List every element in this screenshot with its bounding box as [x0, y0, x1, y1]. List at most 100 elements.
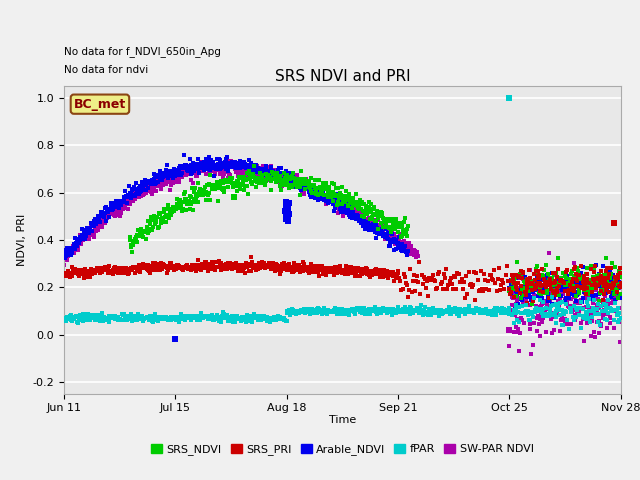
Point [177, 264, 188, 271]
Point [597, 287, 607, 294]
Point [554, 274, 564, 282]
Point [388, 238, 398, 246]
Point [166, 211, 176, 218]
Point [149, 213, 159, 220]
Point [112, 203, 122, 211]
Point [278, 314, 288, 322]
Point [525, 325, 535, 333]
Point [163, 175, 173, 182]
Point [499, 307, 509, 314]
Point [560, 287, 570, 295]
Point [67, 251, 77, 258]
Point [549, 287, 559, 295]
Point [206, 180, 216, 188]
Point [387, 312, 397, 319]
Point [312, 266, 323, 274]
Point [542, 311, 552, 318]
Point [209, 181, 219, 189]
Point [76, 240, 86, 247]
Point [108, 199, 118, 207]
Point [180, 188, 190, 195]
Point [548, 289, 559, 297]
Point [607, 284, 617, 291]
Point [59, 314, 69, 322]
Point [92, 215, 102, 223]
Point [134, 186, 145, 193]
Point [329, 197, 339, 204]
Point [381, 268, 392, 276]
Point [125, 313, 136, 321]
Point [219, 188, 229, 195]
Point [607, 259, 617, 267]
Point [171, 265, 181, 273]
Point [292, 183, 303, 191]
Point [506, 310, 516, 318]
Point [208, 316, 218, 324]
Point [477, 286, 487, 293]
Point [161, 262, 171, 270]
Point [196, 164, 206, 172]
Point [233, 181, 243, 189]
Point [367, 217, 377, 225]
Point [395, 233, 405, 240]
Point [541, 288, 552, 295]
Point [552, 285, 562, 292]
Point [76, 316, 86, 324]
Point [230, 318, 241, 325]
Point [376, 225, 387, 232]
Point [159, 313, 170, 321]
Point [367, 216, 378, 224]
Point [533, 278, 543, 286]
Point [403, 242, 413, 250]
Point [87, 228, 97, 235]
Point [343, 209, 353, 216]
Point [355, 213, 365, 221]
Point [111, 264, 121, 272]
Point [68, 313, 78, 321]
Point [495, 305, 505, 312]
Point [287, 180, 297, 188]
Point [113, 206, 124, 214]
Point [537, 288, 547, 296]
Point [154, 315, 164, 323]
Point [330, 271, 340, 278]
Point [338, 212, 348, 219]
Point [91, 313, 101, 321]
Point [164, 314, 174, 322]
Point [102, 314, 113, 322]
Point [353, 214, 363, 222]
Point [513, 274, 523, 282]
Point [95, 269, 106, 277]
Point [60, 315, 70, 323]
Point [131, 233, 141, 241]
Point [220, 184, 230, 192]
Point [373, 228, 383, 235]
Point [613, 271, 623, 279]
Point [202, 170, 212, 178]
Point [221, 178, 231, 186]
Point [120, 193, 131, 201]
Point [166, 264, 176, 272]
Point [145, 312, 156, 320]
Point [524, 278, 534, 286]
Point [248, 262, 258, 269]
Point [93, 212, 103, 220]
Point [258, 162, 268, 169]
Point [607, 291, 617, 299]
Point [341, 196, 351, 204]
Point [236, 160, 246, 168]
Point [258, 179, 268, 187]
Point [126, 266, 136, 274]
Point [194, 167, 204, 175]
Point [297, 175, 307, 183]
Point [73, 238, 83, 246]
Point [415, 290, 426, 298]
Point [274, 173, 284, 181]
Point [592, 275, 602, 283]
Point [520, 288, 531, 296]
Point [287, 305, 297, 313]
Point [346, 209, 356, 216]
Point [325, 265, 335, 273]
Point [365, 267, 375, 275]
Point [216, 177, 226, 184]
